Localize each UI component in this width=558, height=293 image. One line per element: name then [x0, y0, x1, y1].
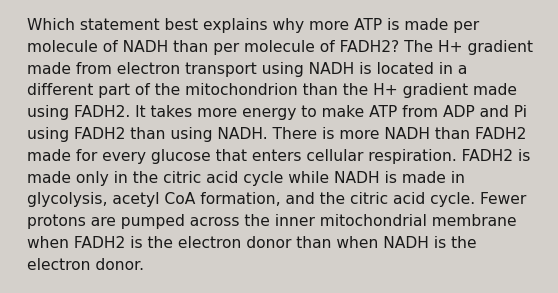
Text: made for every glucose that enters cellular respiration. FADH2 is: made for every glucose that enters cellu…: [27, 149, 530, 164]
Text: glycolysis, acetyl CoA formation, and the citric acid cycle. Fewer: glycolysis, acetyl CoA formation, and th…: [27, 193, 526, 207]
Text: made only in the citric acid cycle while NADH is made in: made only in the citric acid cycle while…: [27, 171, 465, 185]
Text: using FADH2. It takes more energy to make ATP from ADP and Pi: using FADH2. It takes more energy to mak…: [27, 105, 527, 120]
Text: molecule of NADH than per molecule of FADH2? The H+ gradient: molecule of NADH than per molecule of FA…: [27, 40, 533, 55]
Text: electron donor.: electron donor.: [27, 258, 144, 273]
Text: Which statement best explains why more ATP is made per: Which statement best explains why more A…: [27, 18, 479, 33]
Text: using FADH2 than using NADH. There is more NADH than FADH2: using FADH2 than using NADH. There is mo…: [27, 127, 526, 142]
Text: different part of the mitochondrion than the H+ gradient made: different part of the mitochondrion than…: [27, 84, 517, 98]
Text: when FADH2 is the electron donor than when NADH is the: when FADH2 is the electron donor than wh…: [27, 236, 477, 251]
Text: protons are pumped across the inner mitochondrial membrane: protons are pumped across the inner mito…: [27, 214, 517, 229]
Text: made from electron transport using NADH is located in a: made from electron transport using NADH …: [27, 62, 468, 76]
